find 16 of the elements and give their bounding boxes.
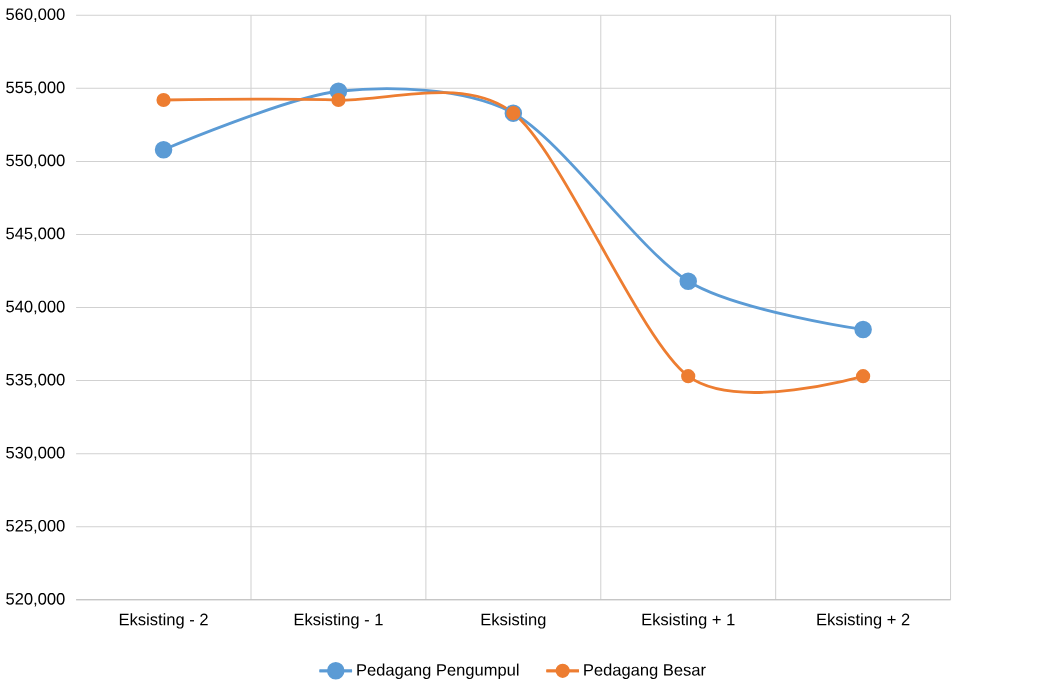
y-tick-label: 530,000	[6, 446, 65, 461]
y-tick-label: 560,000	[6, 8, 65, 23]
y-tick-label: 540,000	[6, 300, 65, 315]
y-tick-label: 525,000	[6, 519, 65, 534]
legend-label: Pedagang Pengumpul	[357, 663, 519, 679]
x-tick-label: Eksisting + 1	[642, 613, 735, 629]
y-tick-label: 550,000	[6, 154, 65, 169]
y-tick-label: 555,000	[6, 81, 65, 96]
y-tick-label: 535,000	[6, 373, 65, 388]
x-tick-label: Eksisting - 1	[294, 613, 383, 629]
x-tick-label: Eksisting + 2	[817, 613, 910, 629]
y-tick-label: 545,000	[6, 227, 65, 242]
x-tick-label: Eksisting - 2	[119, 613, 208, 629]
legend-label: Pedagang Besar	[584, 663, 706, 679]
x-tick-label: Eksisting	[481, 613, 546, 629]
y-tick-label: 520,000	[6, 592, 65, 607]
